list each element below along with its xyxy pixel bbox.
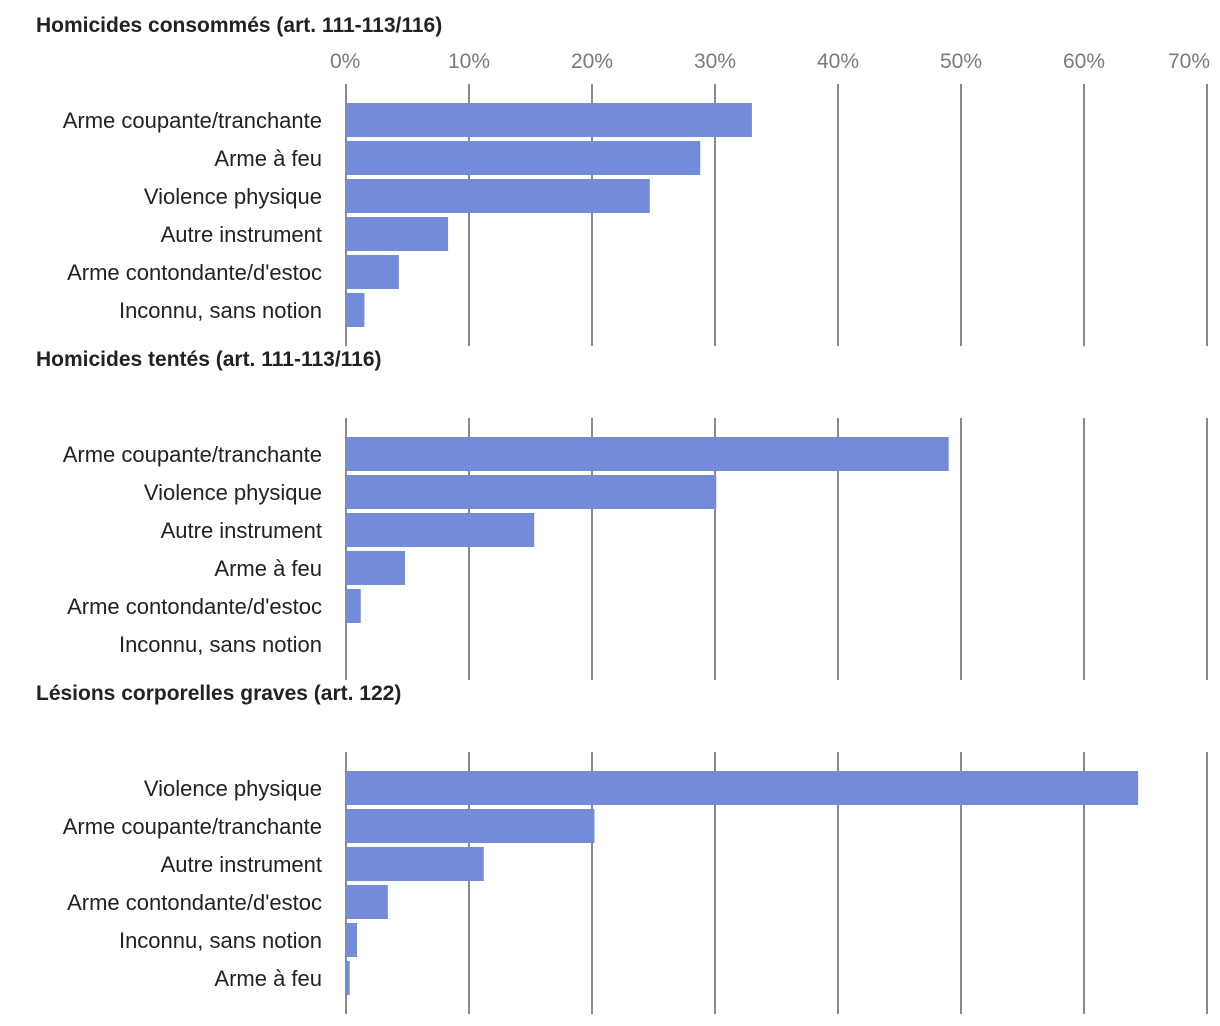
category-label: Arme coupante/tranchante [63,108,322,133]
chart-panel: Homicides tentés (art. 111-113/116) Arme … [36,348,949,657]
bar [346,217,449,251]
category-label: Arme à feu [214,146,322,171]
x-tick-label: 0% [330,50,360,73]
bar [346,513,535,547]
category-label: Inconnu, sans notion [119,632,322,657]
category-label: Arme contondante/d'estoc [67,260,322,285]
x-tick-label: 60% [1063,50,1105,73]
x-tick-label: 20% [571,50,613,73]
bar [346,179,650,213]
bar [346,475,717,509]
x-tick-label: 10% [448,50,490,73]
category-label: Inconnu, sans notion [119,298,322,323]
bar [346,847,484,881]
category-label: Arme à feu [214,966,322,991]
category-label: Arme contondante/d'estoc [67,594,322,619]
bar [346,885,388,919]
category-label: Violence physique [144,480,322,505]
chart-panel: Homicides consommés (art. 111-113/116) Ar… [36,14,752,327]
x-tick-label: 50% [940,50,982,73]
chart-panel: Lésions corporelles graves (art. 122) Vio… [36,682,1139,995]
panels: Homicides consommés (art. 111-113/116) Ar… [36,14,1139,995]
category-label: Autre instrument [161,518,322,543]
panel-title: Homicides tentés (art. 111-113/116) [36,348,382,371]
x-tick-label: 40% [817,50,859,73]
x-axis-ticks: 0% 10% 20% 30% 40% 50% 60% 70% [330,50,1210,73]
bar [346,589,361,623]
bar [346,103,752,137]
category-label: Autre instrument [161,222,322,247]
bar [346,293,365,327]
bar [346,437,949,471]
x-tick-label: 30% [694,50,736,73]
bar [346,141,701,175]
category-label: Autre instrument [161,852,322,877]
category-label: Violence physique [144,776,322,801]
x-tick-label: 70% [1168,50,1210,73]
bar [346,961,350,995]
bar [346,809,595,843]
panel-title: Lésions corporelles graves (art. 122) [36,682,401,705]
bar [346,923,358,957]
category-label: Arme coupante/tranchante [63,814,322,839]
category-label: Arme coupante/tranchante [63,442,322,467]
bar [346,255,399,289]
panel-title: Homicides consommés (art. 111-113/116) [36,14,442,37]
bar [346,551,406,585]
category-label: Inconnu, sans notion [119,928,322,953]
category-label: Violence physique [144,184,322,209]
category-label: Arme contondante/d'estoc [67,890,322,915]
bar [346,771,1139,805]
category-label: Arme à feu [214,556,322,581]
